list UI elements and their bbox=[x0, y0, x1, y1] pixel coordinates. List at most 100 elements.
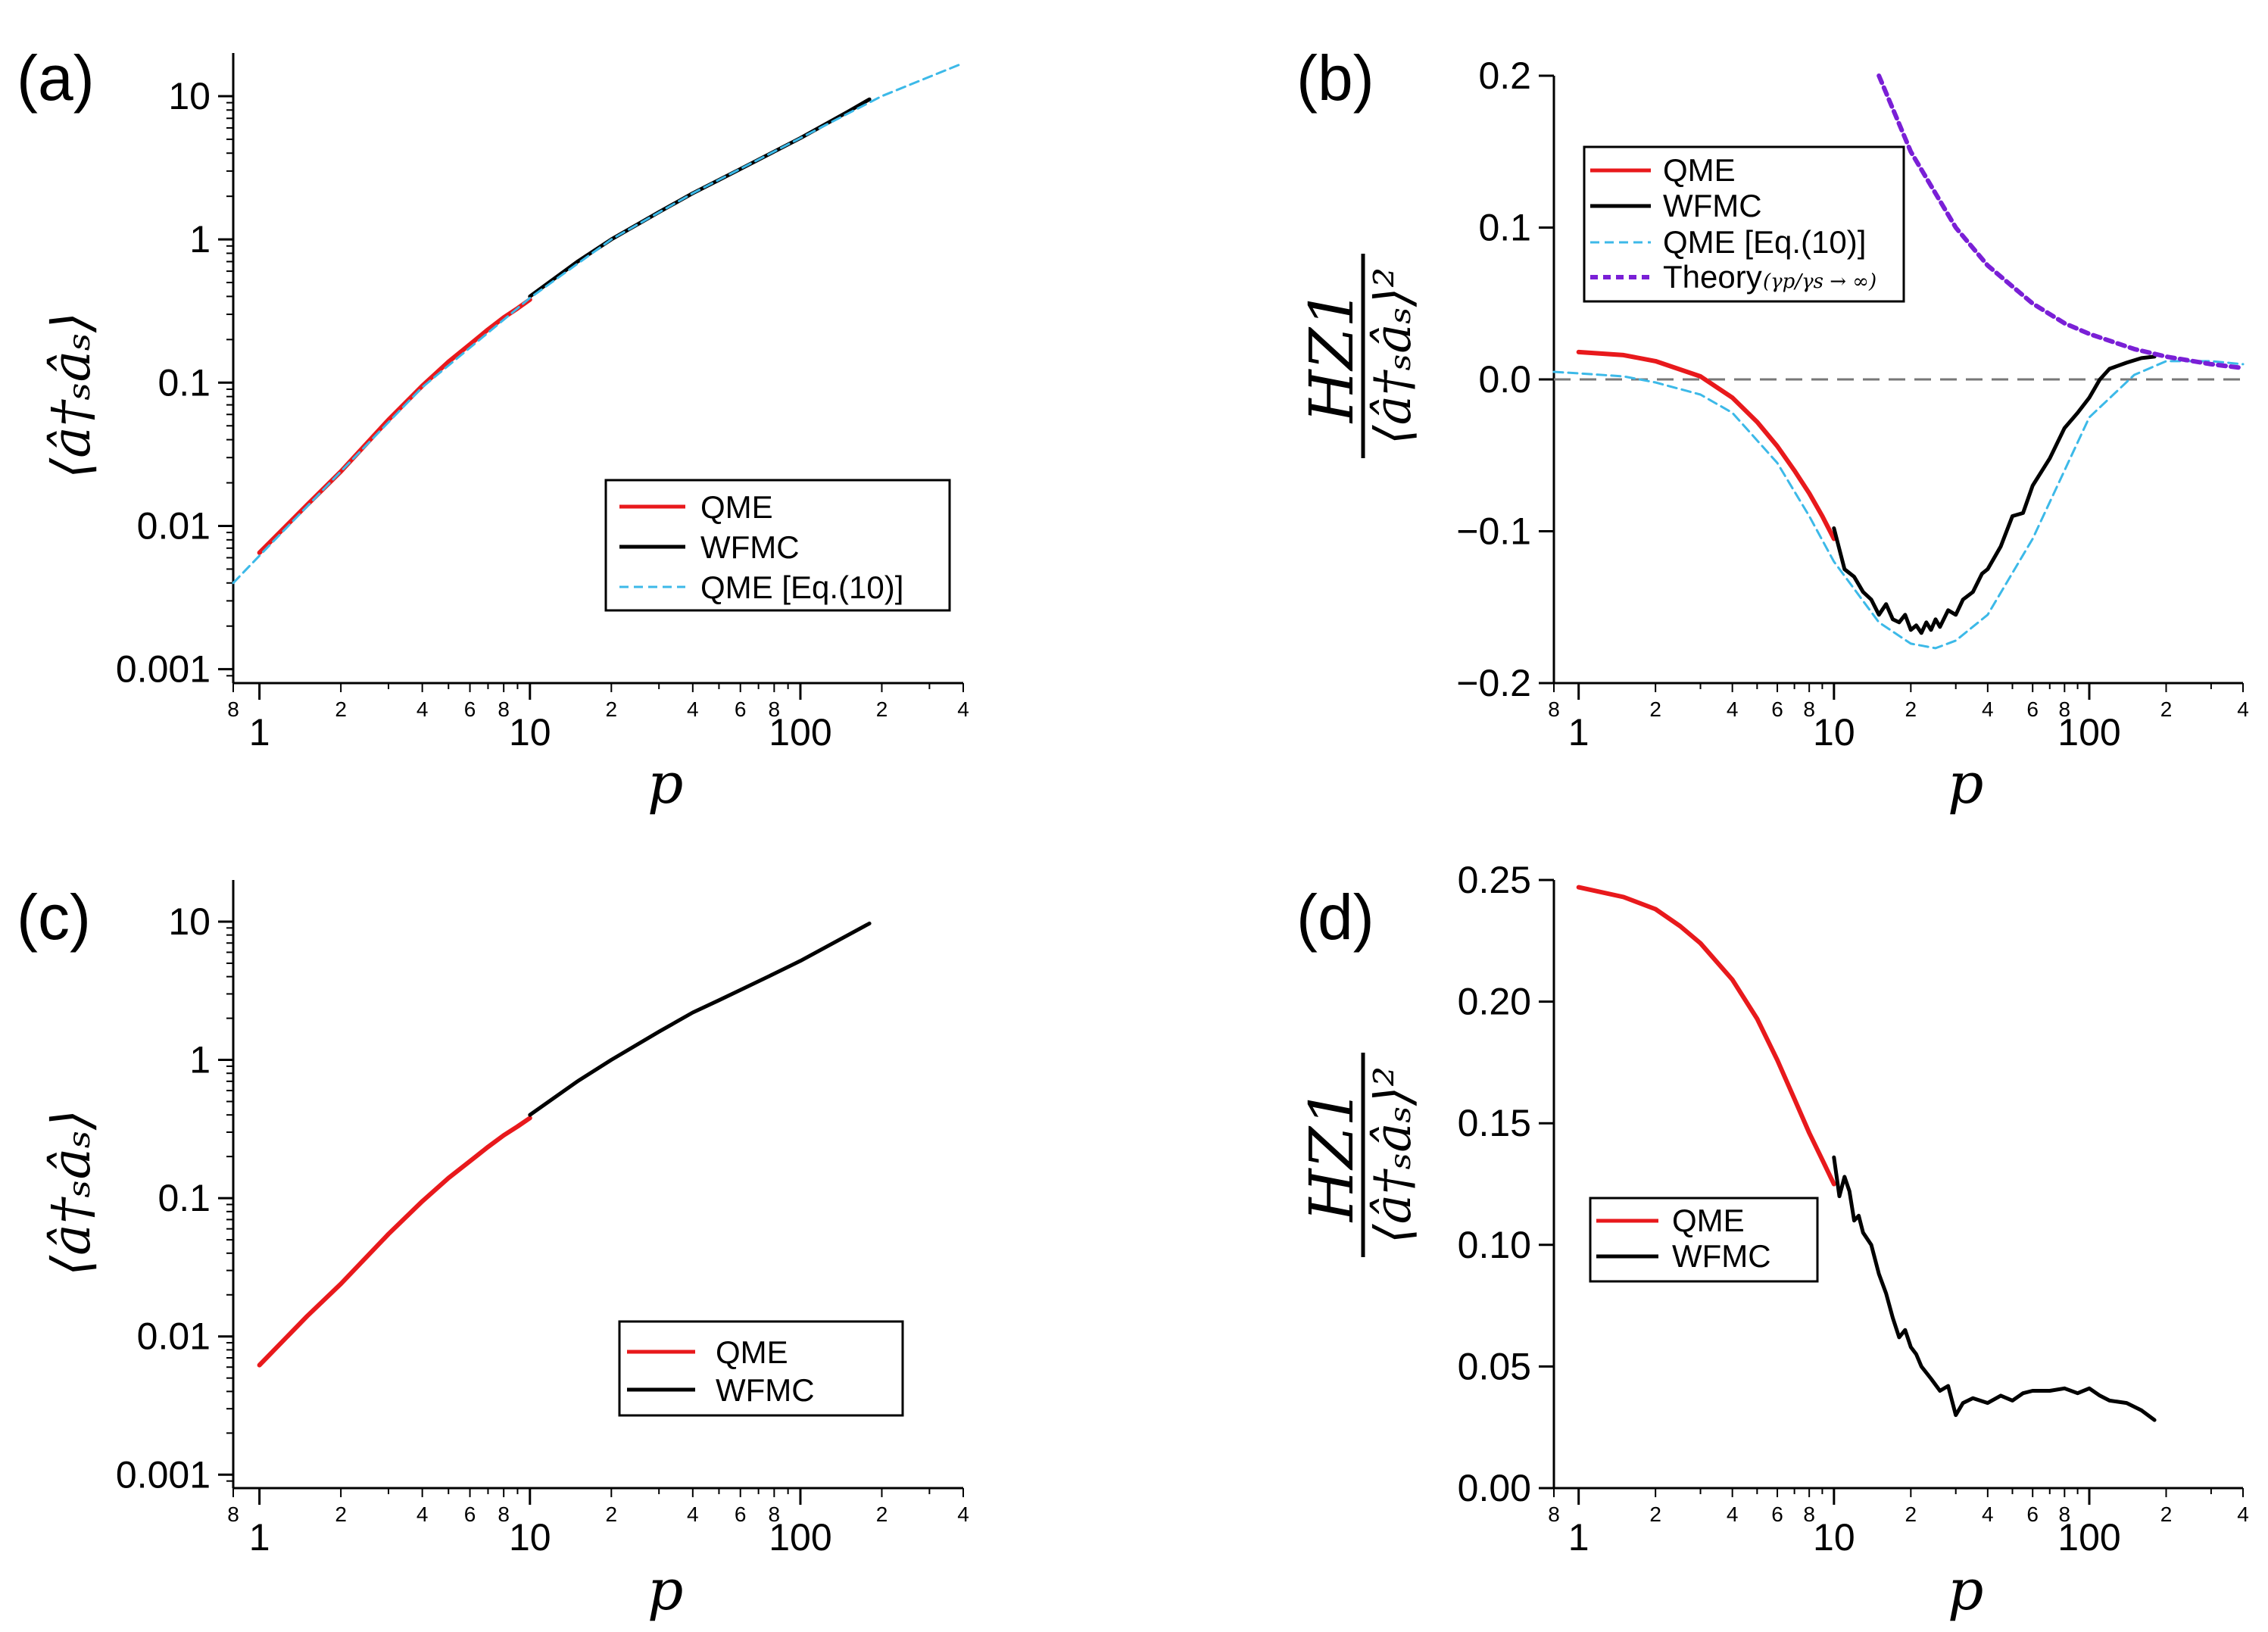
x-tick-label: 100 bbox=[769, 711, 831, 754]
x-minor-tick-label: 8 bbox=[769, 697, 781, 721]
x-minor-tick-label: 6 bbox=[1771, 697, 1783, 721]
y-tick-label: 0.1 bbox=[158, 361, 211, 404]
legend-qme-label: QME bbox=[1663, 152, 1736, 188]
y-tick-label: 0.10 bbox=[1458, 1224, 1531, 1266]
y-tick-label: −0.1 bbox=[1456, 510, 1531, 553]
y-tick-label: 1 bbox=[189, 218, 211, 261]
x-minor-tick-label: 4 bbox=[1727, 697, 1739, 721]
series-qme bbox=[1576, 349, 1836, 541]
x-minor-tick-label: 8 bbox=[2059, 697, 2071, 721]
panel-d-ylabel-denominator: ⟨â†ₛâₛ⟩² bbox=[1364, 1066, 1422, 1244]
x-minor-tick-label: 6 bbox=[735, 697, 747, 721]
x-minor-tick-label: 2 bbox=[1905, 1503, 1917, 1526]
legend-qme-label: QME bbox=[1672, 1203, 1745, 1238]
x-minor-tick-label: 2 bbox=[606, 697, 618, 721]
panel-c-xlabel: p bbox=[647, 1558, 683, 1623]
y-tick-label: 0.0 bbox=[1478, 358, 1531, 401]
x-minor-tick-label: 2 bbox=[1649, 697, 1661, 721]
x-minor-tick-label: 2 bbox=[606, 1503, 618, 1526]
panel-b-ylabel: HZ1 ⟨â†ₛâₛ⟩² bbox=[1296, 254, 1422, 458]
x-tick-label: 1 bbox=[249, 1516, 270, 1559]
panel-c-label: (c) bbox=[17, 882, 91, 953]
y-tick-label: 1 bbox=[189, 1039, 211, 1081]
panel-d-xlabel: p bbox=[1948, 1558, 1983, 1623]
y-tick-label: 0.00 bbox=[1458, 1467, 1531, 1509]
panel-a-label: (a) bbox=[17, 42, 95, 114]
x-minor-tick-label: 6 bbox=[2026, 1503, 2039, 1526]
panel-a-xlabel: p bbox=[647, 751, 683, 816]
x-minor-tick-label: 4 bbox=[957, 697, 969, 721]
panel-c-series bbox=[257, 921, 872, 1368]
panel-a-series bbox=[232, 61, 965, 585]
x-minor-tick-label: 2 bbox=[2160, 697, 2173, 721]
legend-wfmc-label: WFMC bbox=[700, 529, 800, 565]
x-minor-tick-label: 2 bbox=[335, 1503, 347, 1526]
x-minor-tick-label: 4 bbox=[1727, 1503, 1739, 1526]
x-tick-label: 100 bbox=[2057, 711, 2120, 754]
legend-theory-note: (γp/γs → ∞) bbox=[1763, 270, 1876, 293]
x-minor-tick-label: 6 bbox=[1771, 1503, 1783, 1526]
panel-d-legend: QME WFMC bbox=[1589, 1197, 1819, 1283]
x-minor-tick-label: 6 bbox=[735, 1503, 747, 1526]
x-minor-tick-label: 4 bbox=[1982, 697, 1994, 721]
x-minor-tick-label: 8 bbox=[498, 1503, 510, 1526]
x-minor-tick-label: 4 bbox=[416, 1503, 429, 1526]
x-minor-tick-label: 8 bbox=[227, 1503, 239, 1526]
x-minor-tick-label: 2 bbox=[2160, 1503, 2173, 1526]
x-minor-tick-label: 6 bbox=[2026, 697, 2039, 721]
legend-wfmc-label: WFMC bbox=[1663, 188, 1762, 223]
y-tick-label: 10 bbox=[168, 900, 211, 943]
series-qme-eq-10 bbox=[232, 61, 965, 585]
y-tick-label: 10 bbox=[168, 75, 211, 117]
panel-b-ylabel-numerator: HZ1 bbox=[1296, 289, 1367, 424]
legend-qme-eq10-label: QME [Eq.(10)] bbox=[1663, 224, 1866, 260]
x-tick-label: 1 bbox=[249, 711, 270, 754]
x-tick-label: 1 bbox=[1568, 711, 1589, 754]
x-tick-label: 100 bbox=[2057, 1516, 2120, 1559]
x-tick-label: 100 bbox=[769, 1516, 831, 1559]
panel-c-ylabel: ⟨â†ₛâₛ⟩ bbox=[40, 1109, 102, 1276]
panel-d-label: (d) bbox=[1296, 882, 1374, 953]
y-tick-label: 0.20 bbox=[1458, 981, 1531, 1023]
x-minor-tick-label: 8 bbox=[2059, 1503, 2071, 1526]
x-tick-label: 1 bbox=[1568, 1516, 1589, 1559]
y-tick-label: 0.01 bbox=[137, 1315, 211, 1358]
panel-b-xlabel: p bbox=[1948, 751, 1983, 816]
x-minor-tick-label: 4 bbox=[687, 1503, 699, 1526]
x-minor-tick-label: 6 bbox=[464, 1503, 476, 1526]
legend-qme-label: QME bbox=[700, 489, 773, 525]
series-wfmc bbox=[1832, 1155, 2157, 1422]
x-minor-tick-label: 2 bbox=[876, 697, 888, 721]
panel-c-legend: QME WFMC bbox=[618, 1320, 904, 1417]
x-minor-tick-label: 2 bbox=[1649, 1503, 1661, 1526]
x-minor-tick-label: 4 bbox=[2237, 697, 2249, 721]
x-minor-tick-label: 8 bbox=[1548, 697, 1560, 721]
x-minor-tick-label: 8 bbox=[498, 697, 510, 721]
x-tick-label: 10 bbox=[509, 711, 551, 754]
series-qme bbox=[1576, 885, 1836, 1187]
panel-b-legend: QME WFMC QME [Eq.(10)] Theory (γp/γs → ∞… bbox=[1583, 145, 1905, 303]
panel-d-series bbox=[1576, 885, 2157, 1422]
x-minor-tick-label: 4 bbox=[416, 697, 429, 721]
x-minor-tick-label: 4 bbox=[687, 697, 699, 721]
y-tick-label: 0.1 bbox=[158, 1177, 211, 1219]
x-minor-tick-label: 2 bbox=[1905, 697, 1917, 721]
panel-d-ylabel: HZ1 ⟨â†ₛâₛ⟩² bbox=[1296, 1053, 1422, 1257]
y-tick-label: 0.15 bbox=[1458, 1102, 1531, 1144]
legend-wfmc-label: WFMC bbox=[716, 1372, 815, 1408]
x-minor-tick-label: 4 bbox=[2237, 1503, 2249, 1526]
series-qme-eq-10 bbox=[1552, 360, 2245, 650]
x-minor-tick-label: 4 bbox=[957, 1503, 969, 1526]
y-tick-label: 0.001 bbox=[116, 648, 211, 691]
x-minor-tick-label: 8 bbox=[227, 697, 239, 721]
x-minor-tick-label: 8 bbox=[1803, 697, 1815, 721]
x-minor-tick-label: 2 bbox=[335, 697, 347, 721]
x-minor-tick-label: 8 bbox=[1803, 1503, 1815, 1526]
panel-b-label: (b) bbox=[1296, 42, 1374, 114]
series-wfmc bbox=[1832, 354, 2157, 635]
